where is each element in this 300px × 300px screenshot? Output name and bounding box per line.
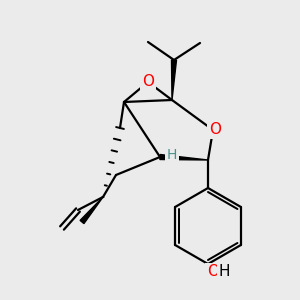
Text: H: H: [167, 148, 177, 162]
Text: O: O: [207, 265, 219, 280]
Text: O: O: [209, 122, 221, 137]
Text: H: H: [218, 265, 230, 280]
Polygon shape: [172, 60, 176, 100]
Text: O: O: [142, 74, 154, 88]
Polygon shape: [160, 154, 208, 160]
Polygon shape: [80, 197, 103, 224]
